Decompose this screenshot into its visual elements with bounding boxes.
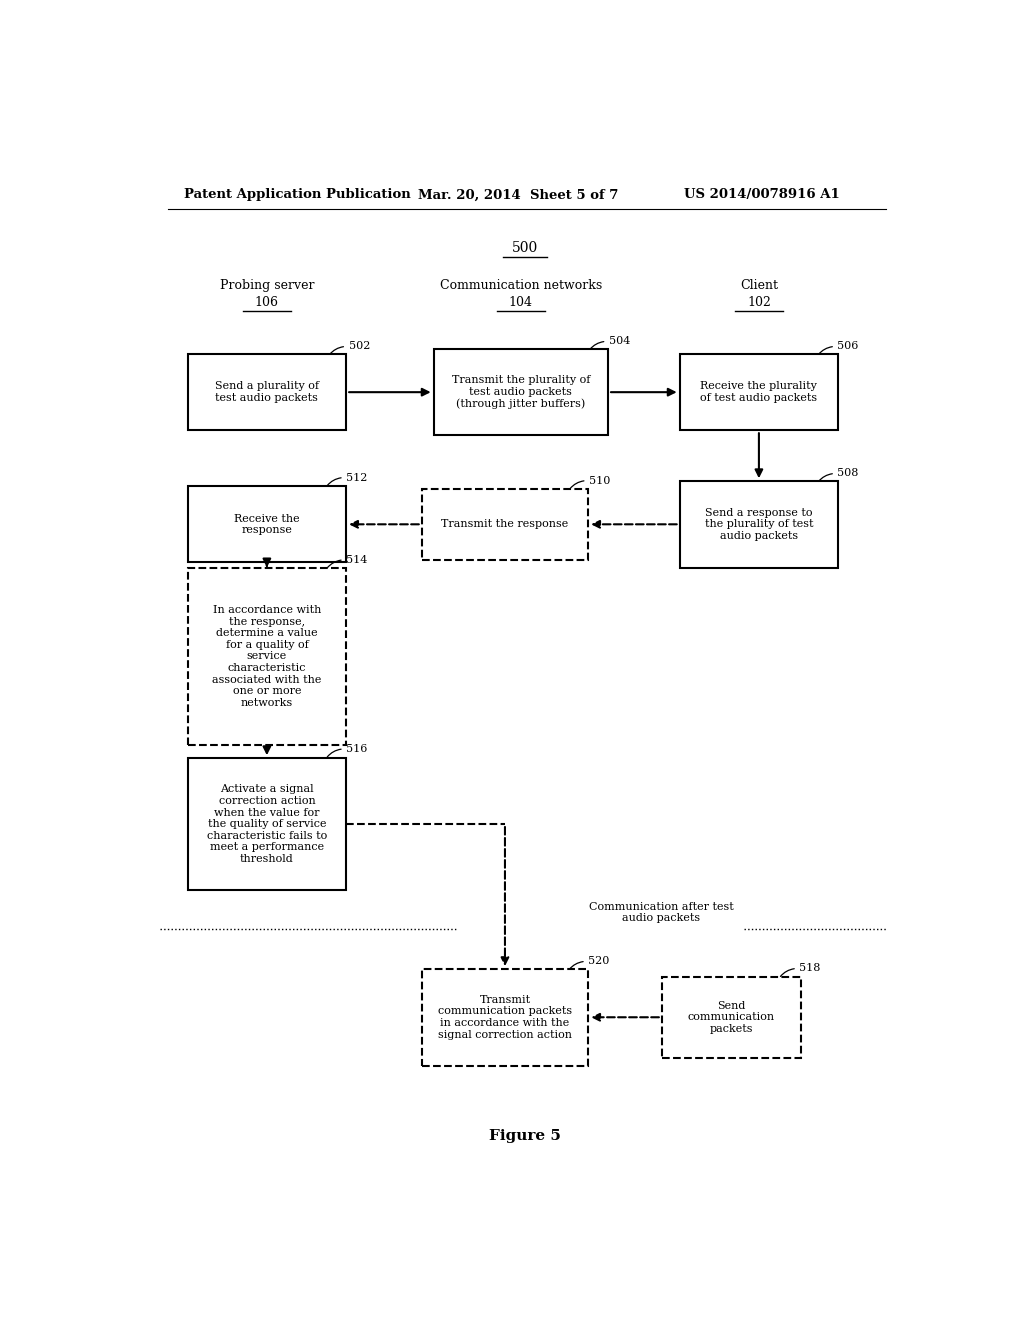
Text: Client: Client [740, 279, 778, 292]
Text: Transmit the plurality of
test audio packets
(through jitter buffers): Transmit the plurality of test audio pac… [452, 375, 590, 409]
Text: 504: 504 [609, 337, 631, 346]
Text: Communication after test
audio packets: Communication after test audio packets [589, 902, 733, 924]
Text: Receive the plurality
of test audio packets: Receive the plurality of test audio pack… [700, 381, 817, 403]
Text: In accordance with
the response,
determine a value
for a quality of
service
char: In accordance with the response, determi… [212, 605, 322, 708]
Text: Send a plurality of
test audio packets: Send a plurality of test audio packets [215, 381, 318, 403]
FancyBboxPatch shape [187, 758, 346, 890]
FancyBboxPatch shape [187, 354, 346, 430]
Text: Probing server: Probing server [219, 279, 314, 292]
FancyBboxPatch shape [187, 568, 346, 746]
FancyBboxPatch shape [680, 480, 839, 568]
Text: 508: 508 [838, 469, 859, 478]
Text: 104: 104 [509, 296, 532, 309]
Text: Transmit the response: Transmit the response [441, 519, 568, 529]
Text: 502: 502 [348, 342, 370, 351]
Text: US 2014/0078916 A1: US 2014/0078916 A1 [684, 189, 840, 202]
FancyBboxPatch shape [433, 348, 608, 436]
Text: 500: 500 [512, 240, 538, 255]
Text: Send a response to
the plurality of test
audio packets: Send a response to the plurality of test… [705, 508, 813, 541]
FancyBboxPatch shape [422, 969, 588, 1065]
Text: Transmit
communication packets
in accordance with the
signal correction action: Transmit communication packets in accord… [438, 995, 572, 1040]
FancyBboxPatch shape [680, 354, 839, 430]
Text: 520: 520 [588, 957, 609, 966]
Text: Mar. 20, 2014  Sheet 5 of 7: Mar. 20, 2014 Sheet 5 of 7 [418, 189, 618, 202]
Text: 512: 512 [346, 473, 368, 483]
Text: 106: 106 [255, 296, 279, 309]
Text: Communication networks: Communication networks [439, 279, 602, 292]
Text: Send
communication
packets: Send communication packets [687, 1001, 775, 1034]
Text: 102: 102 [746, 296, 771, 309]
FancyBboxPatch shape [662, 977, 801, 1057]
Text: 518: 518 [800, 964, 821, 973]
FancyBboxPatch shape [187, 486, 346, 562]
FancyBboxPatch shape [422, 488, 588, 560]
Text: Activate a signal
correction action
when the value for
the quality of service
ch: Activate a signal correction action when… [207, 784, 327, 865]
Text: 514: 514 [346, 554, 368, 565]
Text: 516: 516 [346, 744, 368, 754]
Text: Patent Application Publication: Patent Application Publication [183, 189, 411, 202]
Text: Receive the
response: Receive the response [234, 513, 300, 535]
Text: Figure 5: Figure 5 [488, 1129, 561, 1143]
Text: 510: 510 [589, 475, 610, 486]
Text: 506: 506 [838, 342, 859, 351]
